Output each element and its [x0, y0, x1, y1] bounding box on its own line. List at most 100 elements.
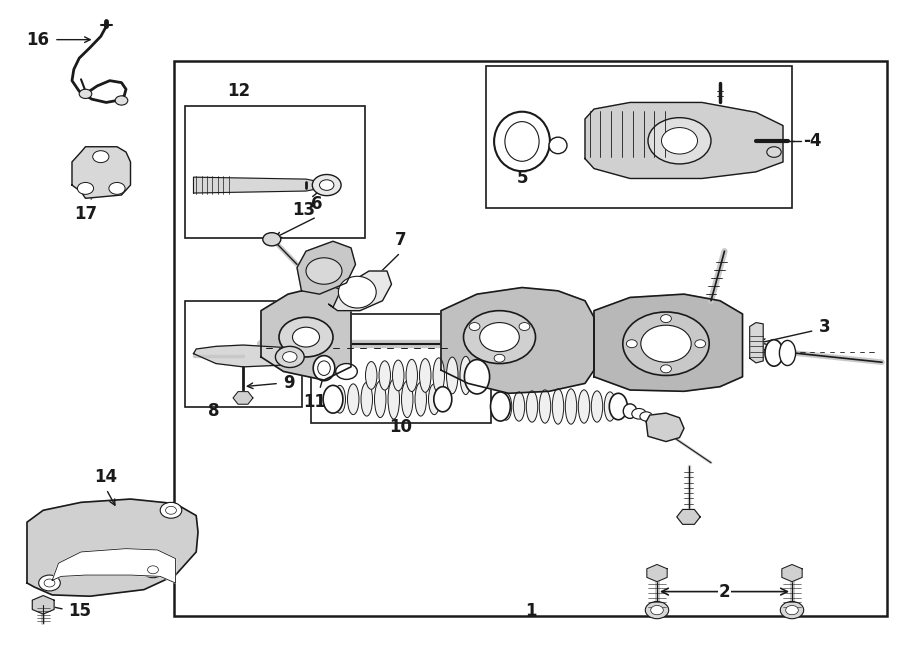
Ellipse shape [313, 356, 335, 381]
Text: 10: 10 [389, 418, 412, 436]
Polygon shape [72, 147, 130, 198]
Circle shape [767, 147, 781, 157]
Ellipse shape [565, 389, 577, 424]
Ellipse shape [374, 381, 386, 418]
Circle shape [148, 566, 158, 574]
Bar [174, 61, 887, 616]
Text: 2: 2 [719, 582, 730, 601]
Ellipse shape [491, 392, 510, 421]
Ellipse shape [334, 385, 346, 413]
Bar [184, 106, 364, 238]
Ellipse shape [464, 360, 490, 394]
Circle shape [464, 311, 536, 364]
Ellipse shape [428, 384, 440, 414]
Text: 17: 17 [74, 205, 97, 223]
Circle shape [626, 340, 637, 348]
Polygon shape [441, 288, 594, 393]
Circle shape [166, 506, 176, 514]
Ellipse shape [347, 384, 359, 414]
Circle shape [661, 365, 671, 373]
Ellipse shape [419, 358, 431, 392]
Polygon shape [585, 102, 783, 178]
Circle shape [519, 323, 530, 330]
Circle shape [44, 579, 55, 587]
Circle shape [93, 151, 109, 163]
Circle shape [494, 354, 505, 362]
Ellipse shape [388, 379, 400, 419]
Ellipse shape [338, 276, 376, 308]
Circle shape [623, 312, 709, 375]
Circle shape [312, 175, 341, 196]
Bar [486, 66, 792, 208]
Ellipse shape [553, 389, 563, 424]
Ellipse shape [365, 362, 377, 389]
Polygon shape [750, 323, 763, 363]
Circle shape [641, 325, 691, 362]
Ellipse shape [500, 393, 512, 420]
Circle shape [292, 327, 320, 347]
Text: 5: 5 [517, 169, 527, 187]
Circle shape [263, 233, 281, 246]
Circle shape [320, 180, 334, 190]
Ellipse shape [401, 381, 413, 418]
Circle shape [640, 412, 652, 421]
Circle shape [77, 182, 94, 194]
Circle shape [142, 562, 164, 578]
Polygon shape [647, 564, 667, 582]
Circle shape [786, 605, 798, 615]
Ellipse shape [318, 361, 330, 375]
Text: 1: 1 [526, 602, 536, 621]
Ellipse shape [513, 392, 525, 421]
Polygon shape [261, 284, 351, 380]
Ellipse shape [392, 360, 404, 391]
Ellipse shape [361, 382, 373, 416]
Ellipse shape [415, 382, 427, 416]
Text: 13: 13 [292, 201, 316, 219]
Circle shape [651, 605, 663, 615]
Polygon shape [32, 596, 54, 614]
Ellipse shape [623, 404, 637, 418]
Text: 3: 3 [819, 318, 831, 336]
Circle shape [279, 317, 333, 357]
Ellipse shape [604, 392, 616, 421]
Text: 11: 11 [303, 393, 327, 410]
Circle shape [115, 96, 128, 105]
Polygon shape [328, 271, 392, 311]
Text: 15: 15 [68, 602, 92, 621]
Text: 8: 8 [209, 402, 220, 420]
Circle shape [275, 346, 304, 368]
Ellipse shape [323, 385, 343, 413]
Ellipse shape [526, 391, 537, 422]
Polygon shape [782, 564, 802, 582]
Circle shape [336, 364, 357, 379]
Circle shape [632, 408, 646, 419]
Ellipse shape [609, 393, 627, 420]
Text: 14: 14 [94, 468, 118, 486]
Ellipse shape [460, 356, 472, 395]
Bar [310, 314, 491, 423]
Circle shape [160, 502, 182, 518]
Text: 6: 6 [311, 195, 322, 213]
Polygon shape [194, 345, 292, 367]
Circle shape [79, 89, 92, 98]
Circle shape [648, 118, 711, 164]
Circle shape [469, 323, 480, 330]
Ellipse shape [379, 361, 391, 390]
Bar [184, 301, 302, 407]
Ellipse shape [406, 360, 418, 391]
Polygon shape [27, 499, 198, 596]
Circle shape [283, 352, 297, 362]
Ellipse shape [765, 340, 783, 366]
Circle shape [662, 128, 698, 154]
Ellipse shape [539, 390, 551, 423]
Circle shape [661, 315, 671, 323]
Circle shape [480, 323, 519, 352]
Polygon shape [594, 294, 742, 391]
Circle shape [109, 182, 125, 194]
Polygon shape [297, 241, 356, 294]
Polygon shape [233, 391, 253, 405]
Ellipse shape [434, 387, 452, 412]
Ellipse shape [579, 390, 590, 423]
Ellipse shape [494, 112, 550, 171]
Polygon shape [677, 510, 700, 524]
